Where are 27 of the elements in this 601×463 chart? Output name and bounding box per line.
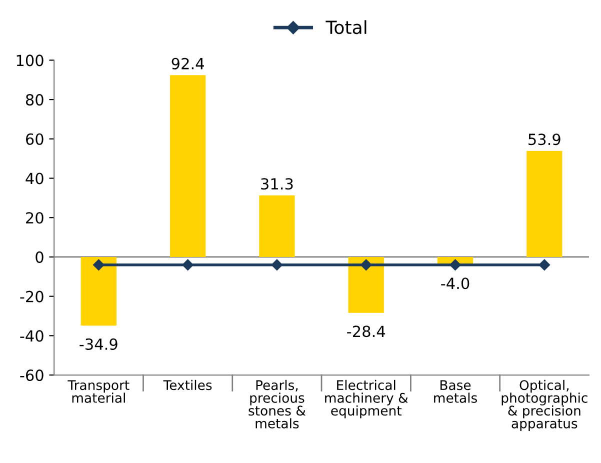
x-tick-label: Transport material: [68, 380, 130, 403]
data-label: -34.9: [80, 338, 118, 350]
data-label: -28.4: [347, 326, 386, 338]
y-tick-label: -20: [20, 290, 44, 302]
legend-label: Total: [326, 20, 366, 34]
data-label: 92.4: [172, 58, 204, 70]
x-tick-label: Optical, photographic & precision apparatus: [502, 380, 588, 431]
data-label: 53.9: [528, 134, 560, 146]
y-tick-label: -40: [20, 330, 44, 342]
x-tick-label: Electrical machinery & equipment: [325, 380, 408, 418]
bar: [170, 75, 206, 257]
bar: [348, 256, 384, 313]
y-tick-label: 40: [26, 172, 44, 184]
bar: [259, 195, 295, 257]
x-tick-label: Pearls, precious stones & metals: [248, 380, 306, 428]
data-label: 31.3: [261, 178, 293, 190]
y-tick-label: 100: [16, 54, 44, 66]
y-tick-label: 80: [26, 94, 44, 106]
x-tick-label: Base metals: [434, 380, 477, 403]
y-tick-label: -60: [20, 369, 44, 382]
data-label: -4.0: [441, 278, 470, 290]
y-tick-label: 60: [26, 133, 44, 145]
bar: [80, 256, 116, 326]
bar: [526, 150, 562, 257]
y-tick-label: 0: [36, 251, 44, 263]
y-tick-label: 20: [26, 212, 44, 224]
x-tick-label: Textiles: [163, 380, 212, 390]
